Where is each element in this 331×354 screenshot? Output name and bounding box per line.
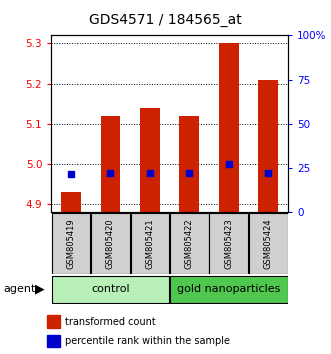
- Text: GSM805420: GSM805420: [106, 218, 115, 269]
- Bar: [52, 213, 90, 274]
- Bar: [170, 276, 288, 303]
- Text: percentile rank within the sample: percentile rank within the sample: [65, 336, 230, 346]
- Text: control: control: [91, 284, 130, 295]
- Text: agent: agent: [3, 284, 36, 295]
- Text: GSM805421: GSM805421: [145, 218, 155, 269]
- Bar: [179, 116, 199, 212]
- Bar: [210, 213, 248, 274]
- Text: GSM805422: GSM805422: [185, 218, 194, 269]
- Bar: [101, 116, 120, 212]
- Text: GDS4571 / 184565_at: GDS4571 / 184565_at: [89, 12, 242, 27]
- Bar: [91, 213, 130, 274]
- Bar: [219, 44, 239, 212]
- Bar: [259, 80, 278, 212]
- Bar: [52, 276, 169, 303]
- Bar: [47, 335, 61, 347]
- Bar: [140, 108, 160, 212]
- Text: transformed count: transformed count: [65, 316, 156, 327]
- Bar: [61, 192, 81, 212]
- Bar: [47, 315, 61, 328]
- Text: GSM805423: GSM805423: [224, 218, 233, 269]
- Bar: [170, 213, 209, 274]
- Text: GSM805424: GSM805424: [264, 218, 273, 269]
- Bar: [249, 213, 288, 274]
- Text: ▶: ▶: [35, 283, 44, 296]
- Text: GSM805419: GSM805419: [67, 218, 75, 269]
- Text: gold nanoparticles: gold nanoparticles: [177, 284, 280, 295]
- Bar: [131, 213, 169, 274]
